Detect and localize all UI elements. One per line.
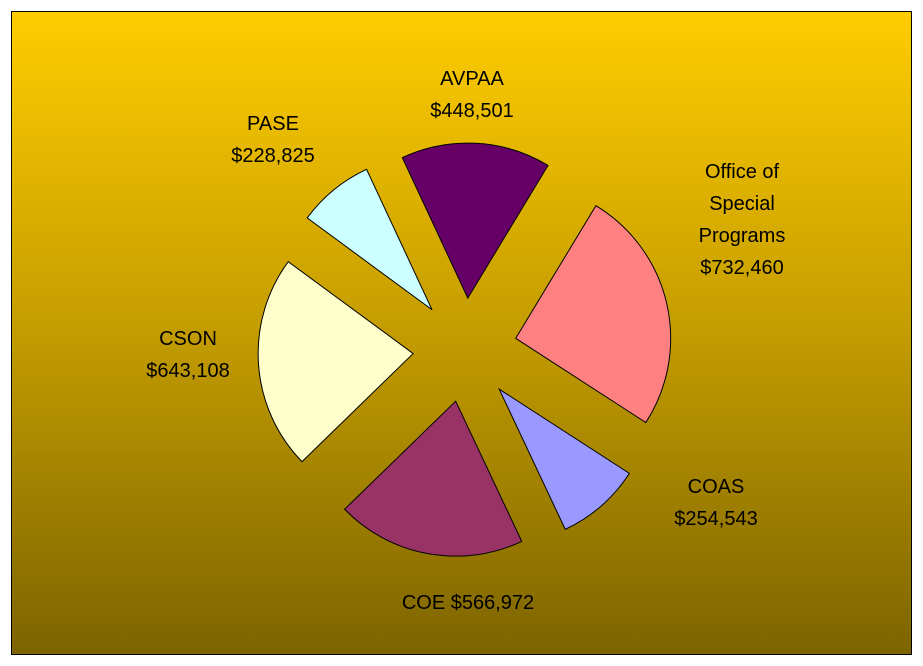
pie-slice bbox=[498, 387, 631, 531]
category-label: AVPAA bbox=[440, 68, 504, 90]
pie-slice bbox=[514, 205, 672, 424]
category-label: COE bbox=[401, 592, 446, 614]
slice-label: CSON $643,108 bbox=[146, 323, 229, 387]
slice-label: PASE $228,825 bbox=[231, 108, 314, 172]
value-label: $643,108 bbox=[146, 360, 230, 382]
pie-slice bbox=[401, 142, 549, 300]
value-label: $732,460 bbox=[700, 257, 784, 279]
slice-label: COAS $254,543 bbox=[674, 471, 757, 535]
slice-label: AVPAA $448,501 bbox=[430, 63, 513, 127]
value-label: $566,972 bbox=[450, 592, 535, 614]
value-label: $448,501 bbox=[430, 100, 514, 122]
slice-label: Office of Special Programs $732,460 bbox=[682, 156, 802, 284]
category-label: Office of Special Programs bbox=[698, 161, 786, 247]
value-label: $228,825 bbox=[231, 145, 315, 167]
pie-slice bbox=[306, 168, 433, 311]
category-label: COAS bbox=[687, 476, 745, 498]
category-label: CSON bbox=[159, 328, 217, 350]
pie-slice bbox=[343, 400, 523, 557]
category-label: PASE bbox=[247, 113, 299, 135]
slice-label: COE $566,972 bbox=[402, 587, 534, 619]
pie-slice bbox=[257, 261, 414, 463]
value-label: $254,543 bbox=[674, 508, 758, 530]
